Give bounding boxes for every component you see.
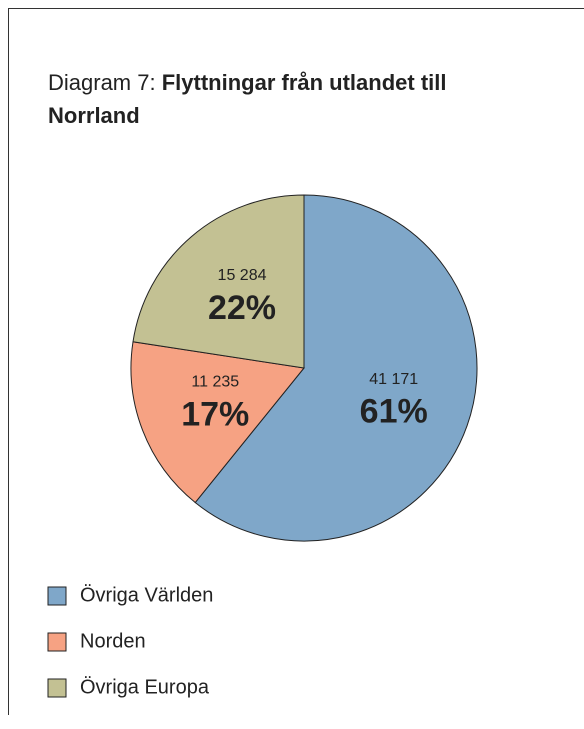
legend-label: Norden <box>80 630 146 652</box>
title-main: Flyttningar från utlandet till Norrland <box>48 70 447 128</box>
percentage-label: 17% <box>181 395 249 433</box>
pie-slice <box>132 194 305 369</box>
pie-slice <box>130 341 305 504</box>
legend-label: Övriga Världen <box>80 584 213 606</box>
pie-slice <box>194 194 478 542</box>
legend-swatch <box>47 678 67 698</box>
legend-swatch <box>47 632 67 652</box>
title-prefix: Diagram 7: <box>48 70 156 95</box>
chart-title: Diagram 7: Flyttningar från utlandet til… <box>48 66 508 132</box>
legend-label: Övriga Europa <box>80 676 210 698</box>
value-label: 15 284 <box>218 267 267 284</box>
percentage-label: 22% <box>208 289 276 327</box>
value-label: 41 171 <box>369 371 418 388</box>
percentage-label: 61% <box>360 393 428 431</box>
frame <box>8 8 584 715</box>
value-label: 11 235 <box>191 374 239 391</box>
legend-swatch <box>47 586 67 606</box>
